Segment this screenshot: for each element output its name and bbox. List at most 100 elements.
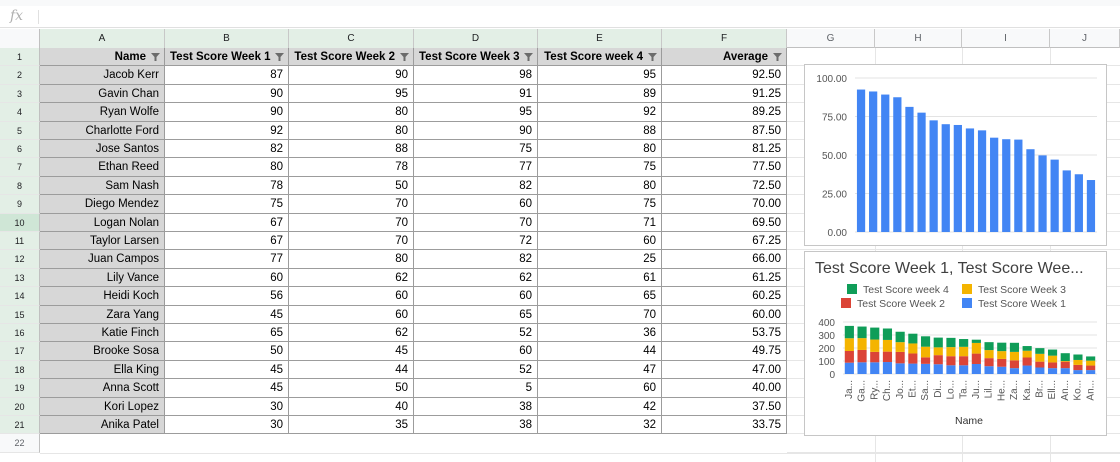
column-header-d[interactable]: D [414, 29, 538, 48]
score-cell[interactable]: 56 [165, 287, 289, 306]
score-cell[interactable]: 65 [414, 305, 538, 324]
score-cell[interactable]: 82 [414, 176, 538, 196]
score-cell[interactable]: 80 [289, 103, 414, 122]
score-cell[interactable]: 67.25 [662, 232, 787, 251]
score-cell[interactable]: 95 [414, 103, 538, 122]
bar[interactable] [869, 91, 878, 232]
name-cell[interactable]: Kori Lopez [40, 397, 165, 416]
score-cell[interactable]: 36 [538, 324, 662, 343]
name-cell[interactable]: Diego Mendez [40, 195, 165, 214]
score-cell[interactable]: 82 [414, 250, 538, 269]
name-cell[interactable]: Ryan Wolfe [40, 103, 165, 122]
stacked-bar-segment[interactable] [908, 333, 918, 344]
stacked-bar-segment[interactable] [1060, 361, 1070, 369]
name-cell[interactable]: Juan Campos [40, 250, 165, 269]
score-cell[interactable]: 47 [538, 360, 662, 380]
legend-item[interactable]: Test Score Week 3 [962, 284, 1066, 296]
name-cell[interactable]: Taylor Larsen [40, 232, 165, 251]
score-cell[interactable]: 80 [538, 176, 662, 196]
row-header-15[interactable]: 15 [0, 305, 40, 324]
bar[interactable] [953, 124, 962, 232]
score-cell[interactable]: 90 [165, 103, 289, 122]
stacked-bar-segment[interactable] [882, 362, 893, 374]
stacked-bar-segment[interactable] [857, 338, 867, 350]
column-header-f[interactable]: F [662, 29, 787, 48]
stacked-bar-segment[interactable] [1009, 368, 1020, 374]
row-header-14[interactable]: 14 [0, 287, 40, 306]
score-cell[interactable]: 60 [414, 195, 538, 214]
score-cell[interactable]: 89.25 [662, 103, 787, 122]
stacked-bar-segment[interactable] [920, 346, 931, 358]
stacked-bar-segment[interactable] [920, 336, 931, 347]
name-cell[interactable]: Lily Vance [40, 268, 165, 288]
stacked-bar-segment[interactable] [1035, 348, 1045, 354]
bar[interactable] [1062, 170, 1071, 232]
row-header-21[interactable]: 21 [0, 416, 40, 435]
stacked-bar-segment[interactable] [844, 338, 854, 351]
legend-item[interactable]: Test Score Week 2 [841, 298, 945, 310]
score-cell[interactable]: 60 [538, 232, 662, 251]
bar[interactable] [990, 137, 999, 232]
score-cell[interactable]: 80 [538, 140, 662, 159]
name-cell[interactable]: Heidi Koch [40, 287, 165, 306]
score-cell[interactable]: 67 [165, 213, 289, 232]
bar[interactable] [856, 89, 866, 232]
stacked-bar-segment[interactable] [997, 342, 1007, 352]
bar[interactable] [1002, 139, 1011, 232]
bar[interactable] [1026, 149, 1035, 232]
stacked-bar-segment[interactable] [984, 342, 994, 351]
score-cell[interactable]: 45 [289, 342, 414, 361]
score-cell[interactable]: 70 [538, 305, 662, 324]
score-cell[interactable]: 70 [414, 213, 538, 232]
stacked-bar-segment[interactable] [1022, 357, 1032, 366]
name-cell[interactable]: Katie Finch [40, 324, 165, 343]
score-cell[interactable]: 5 [414, 379, 538, 398]
stacked-bar-segment[interactable] [882, 328, 893, 340]
stacked-bar-segment[interactable] [1086, 365, 1096, 371]
legend-item[interactable]: Test Score Week 1 [962, 298, 1066, 310]
header-cell[interactable]: Test Score Week 1 [165, 48, 289, 67]
average-bar-chart[interactable]: 0.00 25.00 50.00 75.00 100.00 [804, 64, 1107, 246]
stacked-bar-segment[interactable] [1009, 351, 1020, 361]
score-cell[interactable]: 80 [289, 250, 414, 269]
score-cell[interactable]: 75 [414, 140, 538, 159]
score-cell[interactable]: 62 [414, 268, 538, 288]
stacked-bar-segment[interactable] [997, 358, 1007, 367]
score-cell[interactable]: 60.25 [662, 287, 787, 306]
stacked-bar-segment[interactable] [971, 353, 981, 364]
score-cell[interactable]: 45 [165, 360, 289, 380]
stacked-bar-segment[interactable] [1060, 368, 1070, 374]
row-header-4[interactable]: 4 [0, 103, 40, 122]
score-cell[interactable]: 71 [538, 213, 662, 232]
score-cell[interactable]: 90 [289, 66, 414, 85]
row-header-8[interactable]: 8 [0, 176, 40, 196]
score-cell[interactable]: 65 [538, 287, 662, 306]
stacked-bar-segment[interactable] [908, 363, 918, 374]
row-header-19[interactable]: 19 [0, 379, 40, 398]
score-cell[interactable]: 80 [289, 121, 414, 140]
row-header-12[interactable]: 12 [0, 250, 40, 269]
name-cell[interactable]: Ethan Reed [40, 158, 165, 177]
score-cell[interactable]: 45 [165, 379, 289, 398]
stacked-bar-segment[interactable] [908, 343, 918, 354]
bar[interactable] [977, 130, 987, 232]
bar[interactable] [941, 124, 950, 232]
name-cell[interactable]: Charlotte Ford [40, 121, 165, 140]
stacked-bar-segment[interactable] [857, 349, 867, 363]
stacked-bar-segment[interactable] [933, 337, 943, 348]
score-cell[interactable]: 38 [414, 397, 538, 416]
stacked-bar-segment[interactable] [946, 337, 956, 348]
score-cell[interactable]: 60 [538, 379, 662, 398]
stacked-bar-segment[interactable] [933, 355, 943, 365]
name-cell[interactable]: Anna Scott [40, 379, 165, 398]
name-cell[interactable]: Jacob Kerr [40, 66, 165, 85]
score-cell[interactable]: 49.75 [662, 342, 787, 361]
stacked-bar-segment[interactable] [1009, 342, 1020, 352]
bar[interactable] [1086, 180, 1096, 232]
name-cell[interactable]: Sam Nash [40, 176, 165, 196]
score-cell[interactable]: 92 [538, 103, 662, 122]
stacked-bar-segment[interactable] [997, 366, 1007, 374]
stacked-bar-segment[interactable] [1086, 370, 1096, 374]
score-cell[interactable]: 77 [414, 158, 538, 177]
row-header-7[interactable]: 7 [0, 158, 40, 177]
